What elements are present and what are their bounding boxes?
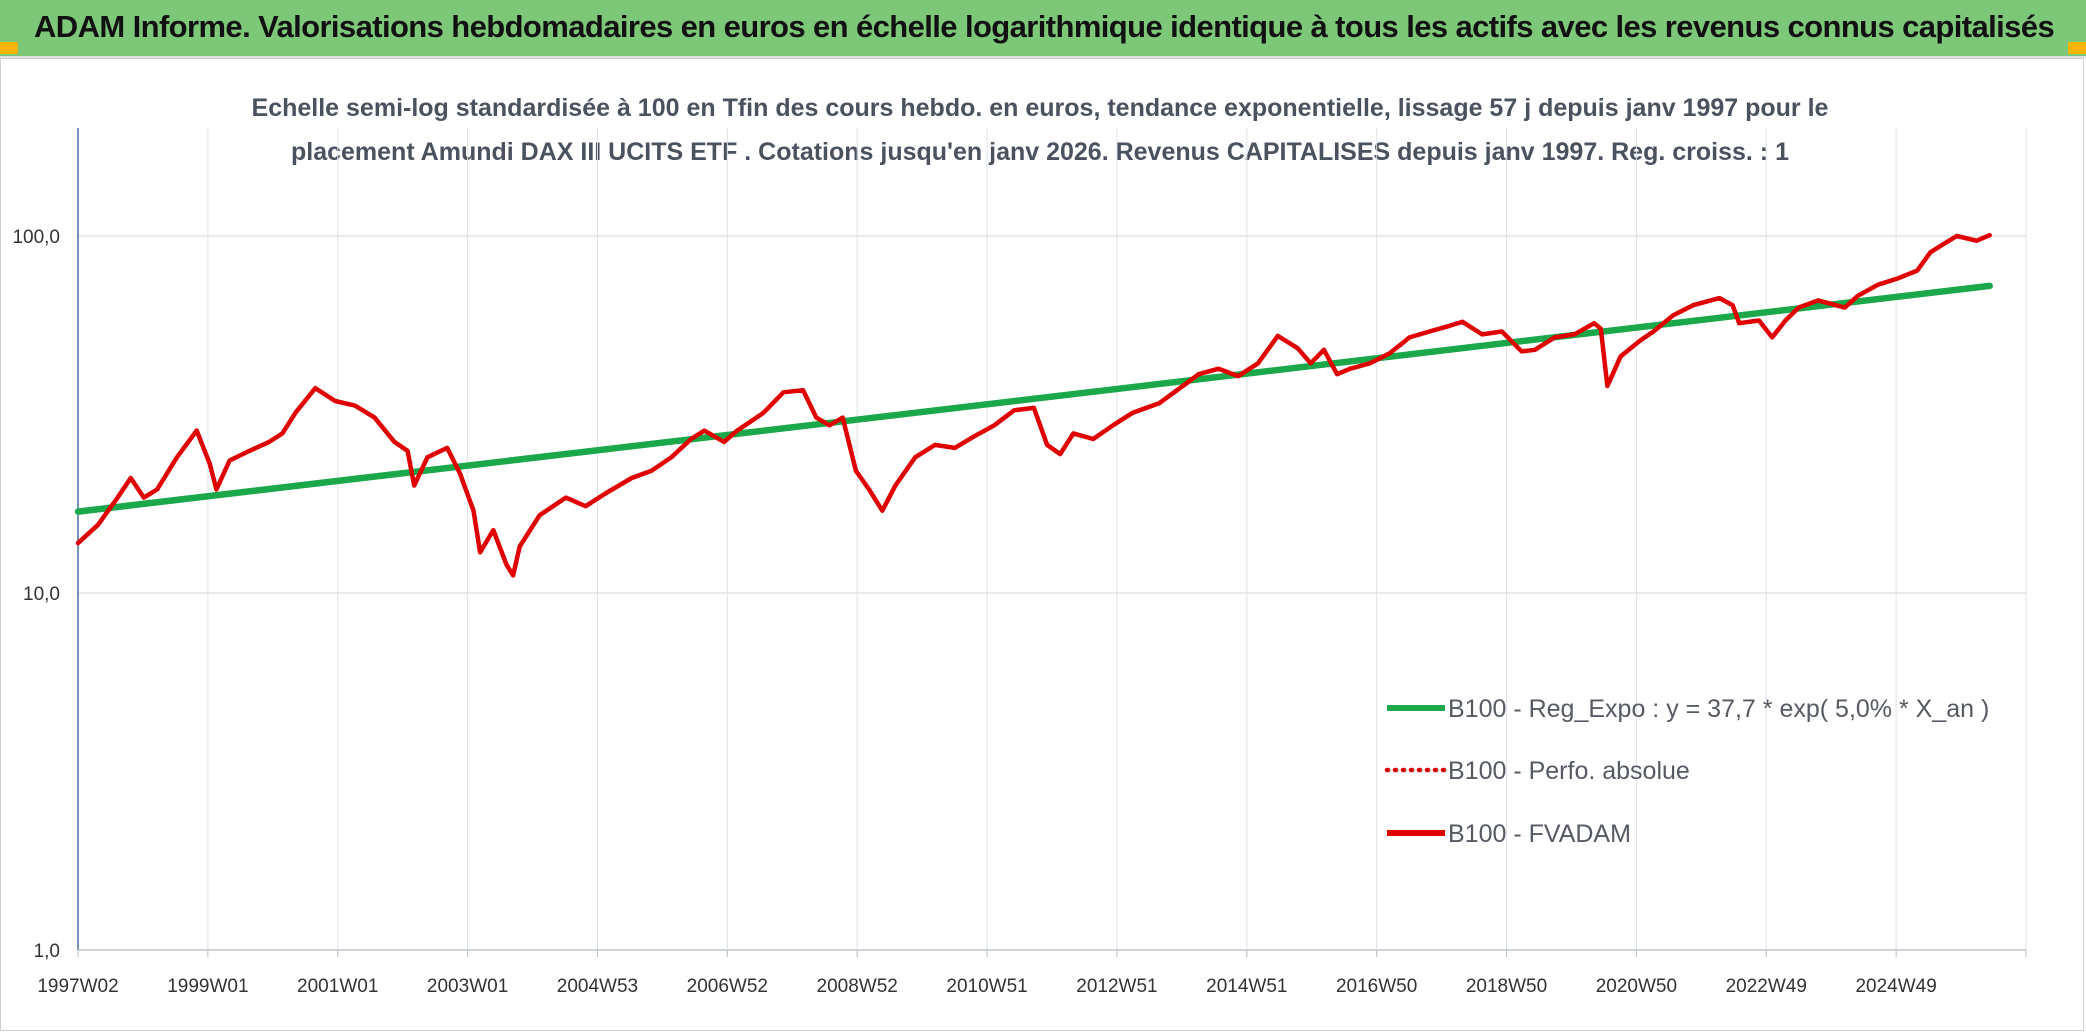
trend-line-series (74, 282, 1993, 515)
x-tick-label: 2024W49 (1855, 976, 1936, 997)
x-tick-label: 2020W50 (1596, 976, 1677, 997)
x-axis-ticks: 1997W02 1999W01 2001W01 2003W01 2004W53 2006W… (37, 976, 1936, 997)
axes (77, 128, 2027, 957)
corner-marker-right (2068, 42, 2086, 54)
x-tick-label: 2022W49 (1726, 976, 1807, 997)
x-tick-label: 2006W52 (687, 976, 768, 997)
x-tick-label: 2012W51 (1076, 976, 1157, 997)
x-tick-label: 2014W51 (1206, 976, 1287, 997)
plot-lines (74, 232, 1993, 578)
y-tick-label: 1,0 (34, 941, 60, 962)
legend: B100 - Reg_Expo : y = 37,7 * exp( 5,0% *… (1384, 695, 1989, 848)
x-tick-label: 2010W51 (946, 976, 1027, 997)
x-tick-label: 1999W01 (167, 976, 248, 997)
x-tick-label: 1997W02 (37, 976, 118, 997)
y-axis-ticks: 1,0 10,0 100,0 (12, 227, 60, 962)
x-tick-label: 2008W52 (817, 976, 898, 997)
y-tick-label: 100,0 (12, 227, 60, 248)
legend-label: B100 - FVADAM (1448, 820, 1631, 848)
chart-title: Echelle semi-log standardisée à 100 en T… (251, 94, 1829, 166)
banner-title: ADAM Informe. Valorisations hebdomadaire… (34, 9, 2055, 44)
x-tick-label: 2016W50 (1336, 976, 1417, 997)
legend-label: B100 - Reg_Expo : y = 37,7 * exp( 5,0% *… (1448, 695, 1989, 723)
x-tick-label: 2003W01 (427, 976, 508, 997)
legend-label: B100 - Perfo. absolue (1448, 757, 1690, 785)
title-banner: ADAM Informe. Valorisations hebdomadaire… (0, 0, 2086, 58)
x-tick-label: 2004W53 (557, 976, 638, 997)
x-tick-label: 2018W50 (1466, 976, 1547, 997)
gridlines (78, 128, 2027, 951)
corner-marker-left (0, 42, 18, 54)
fvadam-series (75, 232, 1992, 578)
y-tick-label: 10,0 (23, 584, 60, 605)
chart-frame (0, 58, 2084, 1031)
x-tick-label: 2001W01 (297, 976, 378, 997)
